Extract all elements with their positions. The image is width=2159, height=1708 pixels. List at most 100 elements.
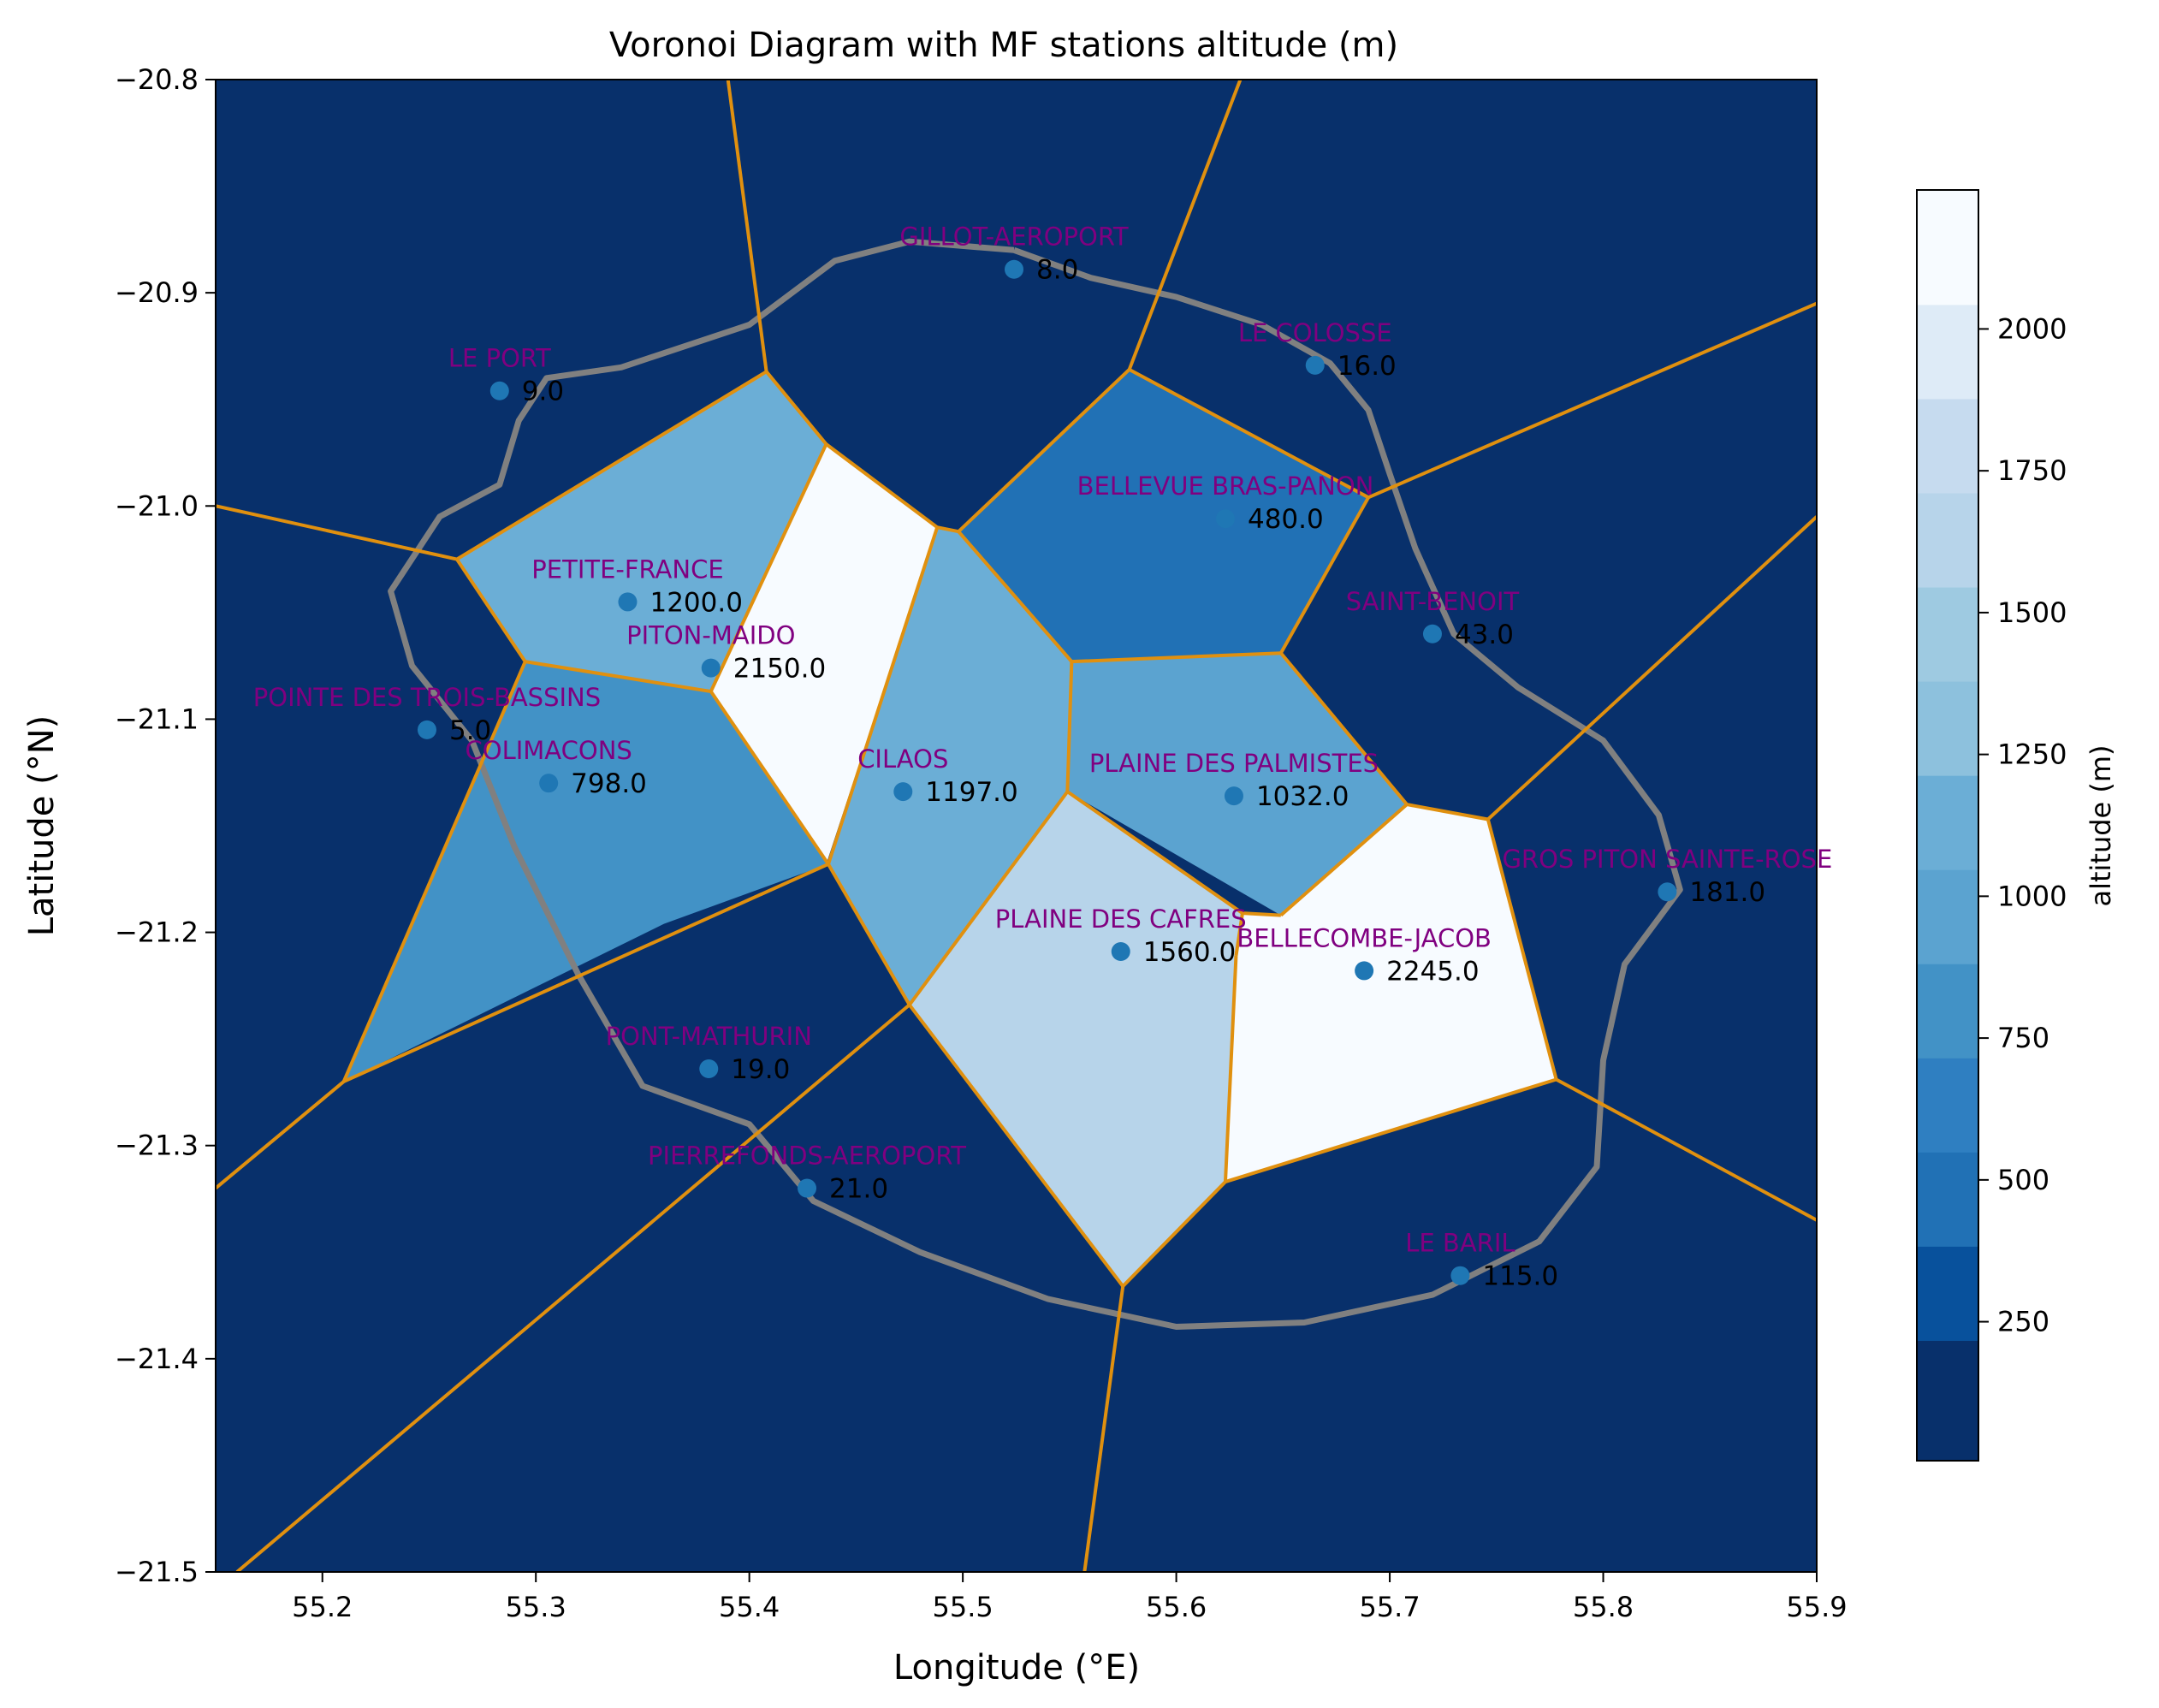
colorbar-label: altitude (m) bbox=[2085, 744, 2117, 906]
y-tick-label: −21.2 bbox=[115, 916, 199, 949]
station-name-saint-benoit: SAINT-BENOIT bbox=[1346, 587, 1520, 616]
station-name-cilaos: CILAOS bbox=[857, 744, 948, 774]
voronoi-edge bbox=[1486, 515, 1817, 821]
x-axis: 55.2 55.3 55.4 55.5 55.6 55.7 55.8 55.9 bbox=[292, 1572, 1848, 1623]
station-altitude-pierrefonds-aeroport: 21.0 bbox=[829, 1174, 888, 1205]
x-tick-label: 55.9 bbox=[1786, 1591, 1847, 1623]
station-point-plaine-des-cafres bbox=[1111, 941, 1130, 961]
y-tick-label: −21.3 bbox=[115, 1130, 199, 1162]
voronoi-edge bbox=[455, 558, 527, 663]
station-altitude-pont-mathurin: 19.0 bbox=[731, 1054, 790, 1085]
colorbar-band bbox=[1917, 1058, 1978, 1153]
y-tick-label: −21.0 bbox=[115, 489, 199, 522]
colorbar-tick-label: 1000 bbox=[1997, 880, 2067, 912]
station-point-colimacons bbox=[539, 774, 559, 793]
voronoi-cell-colimacons bbox=[343, 661, 828, 1082]
station-altitude-le-port: 9.0 bbox=[522, 377, 564, 407]
voronoi-edge bbox=[1242, 911, 1281, 917]
voronoi-cell-cilaos bbox=[828, 527, 1072, 1005]
station-name-gros-piton-sainte-rose: GROS PITON SAINTE-ROSE bbox=[1502, 845, 1832, 874]
station-altitude-le-baril: 115.0 bbox=[1482, 1261, 1558, 1292]
voronoi-edge bbox=[1555, 1077, 1817, 1222]
station-name-plaine-des-palmistes: PLAINE DES PALMISTES bbox=[1089, 749, 1379, 778]
voronoi-edge bbox=[957, 368, 1131, 533]
voronoi-edges bbox=[216, 80, 1817, 1572]
colorbar-band bbox=[1917, 681, 1978, 776]
station-name-bellevue-bras-panon: BELLEVUE BRAS-PANON bbox=[1077, 471, 1374, 501]
colorbar-band bbox=[1917, 1340, 1978, 1462]
station-point-piton-maido bbox=[701, 658, 721, 678]
y-axis: −20.8 −20.9 −21.0 −21.1 −21.2 −21.3 −21.4 −21.5 bbox=[115, 63, 216, 1588]
x-tick-label: 55.4 bbox=[719, 1591, 780, 1623]
x-tick-label: 55.5 bbox=[933, 1591, 993, 1623]
voronoi-edge bbox=[1406, 803, 1489, 821]
voronoi-edge bbox=[1065, 661, 1074, 792]
voronoi-edge bbox=[235, 1003, 911, 1572]
y-tick-label: −21.4 bbox=[115, 1343, 199, 1375]
coastline-path bbox=[388, 238, 1683, 1330]
voronoi-cell-bellecombe-jacob bbox=[1225, 804, 1557, 1183]
station-name-pierrefonds-aeroport: PIERREFONDS-AEROPORT bbox=[648, 1142, 966, 1171]
colorbar-tick-label: 750 bbox=[1997, 1022, 2049, 1054]
station-point-plaine-des-palmistes bbox=[1224, 786, 1243, 806]
y-tick-label: −21.1 bbox=[115, 703, 199, 735]
station-point-pont-mathurin bbox=[699, 1059, 719, 1079]
station-name-plaine-des-cafres: PLAINE DES CAFRES bbox=[995, 904, 1247, 934]
colorbar-tick-label: 1500 bbox=[1997, 596, 2067, 629]
voronoi-edge bbox=[957, 530, 1073, 663]
colorbar-tick-label: 500 bbox=[1997, 1164, 2049, 1196]
station-name-piton-maido: PITON-MAIDO bbox=[626, 621, 795, 650]
colorbar-tick-label: 1250 bbox=[1997, 738, 2067, 771]
station-point-saint-benoit bbox=[1422, 624, 1442, 643]
y-tick-label: −21.5 bbox=[115, 1556, 199, 1588]
voronoi-edge bbox=[1066, 790, 1244, 915]
voronoi-edge bbox=[1279, 651, 1409, 806]
station-point-bellecombe-jacob bbox=[1355, 961, 1374, 981]
station-altitude-plaine-des-cafres: 1560.0 bbox=[1143, 937, 1236, 968]
station-altitude-petite-france: 1200.0 bbox=[649, 587, 742, 618]
voronoi-edge bbox=[1279, 803, 1409, 917]
colorbar-band bbox=[1917, 493, 1978, 588]
coastline bbox=[388, 238, 1683, 1330]
x-tick-label: 55.6 bbox=[1146, 1591, 1207, 1623]
chart-title: Voronoi Diagram with MF stations altitud… bbox=[609, 26, 1398, 65]
station-point-le-port bbox=[489, 381, 509, 400]
voronoi-cell-piton-maido bbox=[710, 444, 938, 864]
voronoi-edge bbox=[1127, 80, 1243, 371]
station-name-le-colosse: LE COLOSSE bbox=[1238, 318, 1392, 347]
voronoi-cell-plaine-des-palmistes bbox=[1067, 653, 1407, 916]
x-tick-label: 55.2 bbox=[292, 1591, 353, 1623]
station-altitude-bellecombe-jacob: 2245.0 bbox=[1386, 956, 1479, 987]
voronoi-edge bbox=[765, 371, 828, 446]
station-altitude-bellevue-bras-panon: 480.0 bbox=[1248, 504, 1324, 535]
voronoi-edge bbox=[341, 661, 527, 1082]
colorbar-frame bbox=[1916, 189, 1979, 1462]
colorbar-tick-label: 250 bbox=[1997, 1306, 2049, 1338]
station-point-pointe-des-trois-bassins bbox=[417, 720, 436, 739]
colorbar-band bbox=[1917, 869, 1978, 964]
station-point-le-colosse bbox=[1305, 355, 1325, 375]
voronoi-edge bbox=[709, 443, 828, 692]
plot-frame bbox=[215, 79, 1818, 1573]
colorbar: 250 500 750 1000 1250 1500 1750 2000 bbox=[1916, 189, 2067, 1462]
colorbar-tick-label: 1750 bbox=[1997, 454, 2067, 487]
colorbar-band bbox=[1917, 190, 1978, 305]
station-altitude-cilaos: 1197.0 bbox=[925, 777, 1017, 808]
station-name-le-baril: LE BARIL bbox=[1405, 1229, 1515, 1258]
colorbar-band bbox=[1917, 775, 1978, 870]
voronoi-edge bbox=[1223, 955, 1238, 1183]
station-altitude-plaine-des-palmistes: 1032.0 bbox=[1256, 781, 1349, 812]
station-altitude-gillot-aeroport: 8.0 bbox=[1036, 255, 1078, 286]
voronoi-edge bbox=[726, 80, 768, 372]
voronoi-edge bbox=[1486, 819, 1558, 1080]
voronoi-edge bbox=[1367, 301, 1817, 500]
voronoi-edge bbox=[216, 1080, 345, 1190]
voronoi-edge bbox=[709, 690, 830, 865]
voronoi-edge bbox=[825, 442, 939, 529]
station-point-gros-piton-sainte-rose bbox=[1658, 882, 1677, 902]
station-name-gillot-aeroport: GILLOT-AEROPORT bbox=[899, 222, 1129, 252]
x-tick-label: 55.7 bbox=[1359, 1591, 1420, 1623]
station-point-pierrefonds-aeroport bbox=[798, 1178, 817, 1198]
